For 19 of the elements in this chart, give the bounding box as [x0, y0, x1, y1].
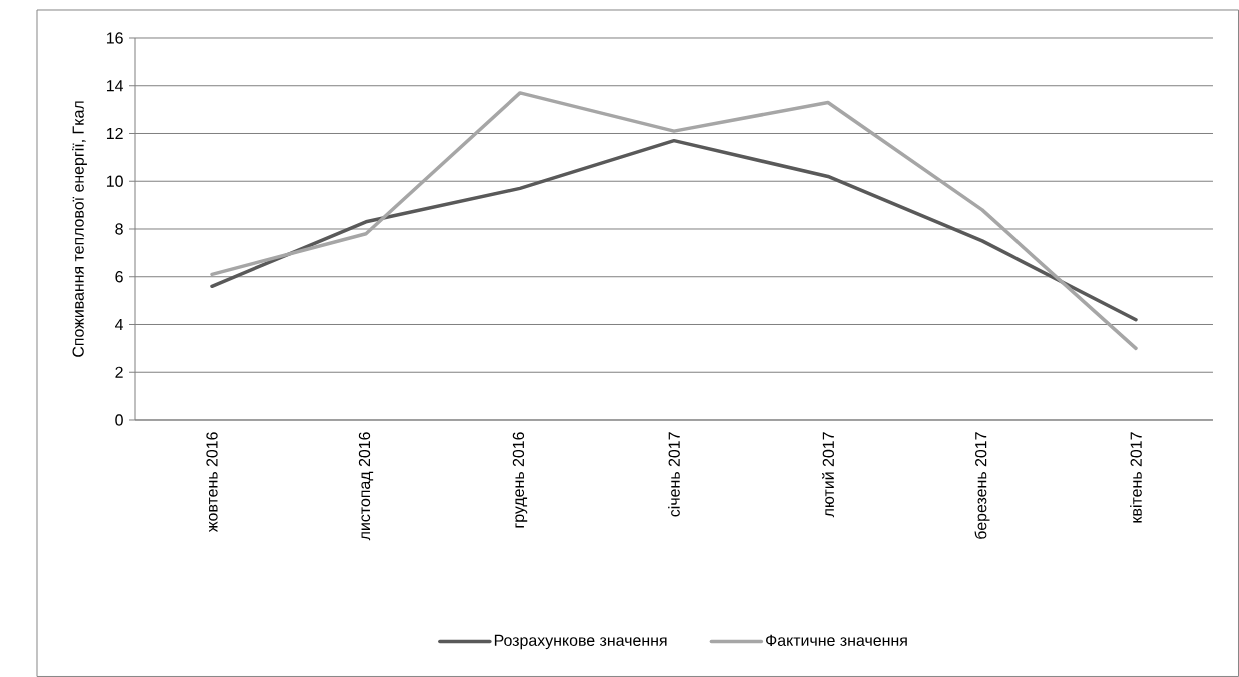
x-tick-label: жовтень 2016: [206, 432, 218, 533]
x-tick-label: квітень 2017: [1130, 432, 1142, 523]
x-tick-label: березень 2017: [974, 432, 990, 539]
y-tick-label: 0: [115, 414, 123, 426]
y-tick-label: 2: [115, 366, 123, 378]
y-tick-label: 10: [106, 175, 123, 187]
y-tick-label: 4: [114, 319, 124, 330]
legend-label: Розрахункове значення: [494, 634, 667, 650]
y-tick-label: 8: [115, 223, 123, 235]
y-tick-label: 6: [115, 271, 123, 283]
y-tick-label: 14: [106, 80, 124, 92]
x-tick-label: лютий 2017: [822, 432, 834, 518]
x-tick-label: листопад 2016: [358, 432, 374, 541]
legend-label: Фактичне значення: [766, 634, 907, 647]
y-axis-title: Споживання теплової енергії, Гкал: [72, 101, 87, 357]
y-tick-label: 16: [106, 32, 123, 44]
x-tick-label: грудень 2016: [512, 432, 528, 528]
x-tick-label: січень 2017: [668, 432, 680, 517]
y-tick-label: 12: [106, 127, 123, 140]
